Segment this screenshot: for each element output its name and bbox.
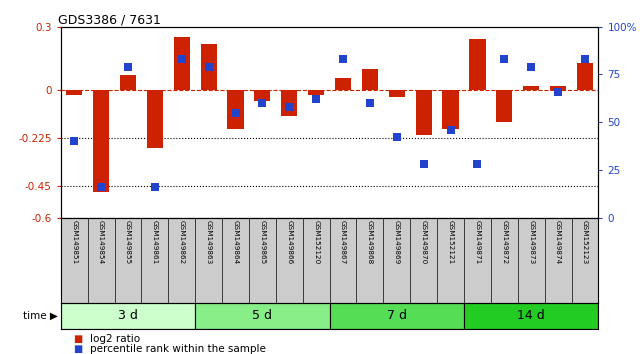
Bar xyxy=(254,90,271,101)
Text: 3 d: 3 d xyxy=(118,309,138,322)
Point xyxy=(580,56,590,62)
Bar xyxy=(335,78,351,90)
Text: GSM149865: GSM149865 xyxy=(259,220,266,264)
Point xyxy=(123,64,133,69)
Text: GSM149854: GSM149854 xyxy=(98,220,104,264)
Bar xyxy=(577,63,593,90)
Text: GSM149871: GSM149871 xyxy=(474,220,481,264)
Text: percentile rank within the sample: percentile rank within the sample xyxy=(90,344,266,354)
Text: GDS3386 / 7631: GDS3386 / 7631 xyxy=(58,13,161,27)
Text: GSM149851: GSM149851 xyxy=(71,220,77,264)
Text: GSM149869: GSM149869 xyxy=(394,220,400,264)
Bar xyxy=(469,39,486,90)
Text: 14 d: 14 d xyxy=(517,309,545,322)
Point xyxy=(150,184,160,190)
Text: GSM149866: GSM149866 xyxy=(286,220,292,264)
Bar xyxy=(362,69,378,90)
Bar xyxy=(147,90,163,148)
Bar xyxy=(200,44,217,90)
Point xyxy=(311,96,321,102)
Point xyxy=(257,100,268,106)
Point xyxy=(177,56,187,62)
Bar xyxy=(442,90,459,129)
Point xyxy=(338,56,348,62)
Bar xyxy=(227,90,244,129)
Point xyxy=(284,104,294,110)
Text: ■: ■ xyxy=(74,344,83,354)
Bar xyxy=(496,90,513,122)
Text: GSM149862: GSM149862 xyxy=(179,220,185,264)
Text: GSM152121: GSM152121 xyxy=(447,220,454,264)
Point xyxy=(553,89,563,95)
Bar xyxy=(173,37,190,90)
Text: 7 d: 7 d xyxy=(387,309,407,322)
Text: GSM149867: GSM149867 xyxy=(340,220,346,264)
Point xyxy=(230,110,241,115)
Bar xyxy=(195,303,330,329)
Text: 5 d: 5 d xyxy=(252,309,273,322)
Text: GSM149872: GSM149872 xyxy=(501,220,508,264)
Point xyxy=(96,184,106,190)
Text: GSM149855: GSM149855 xyxy=(125,220,131,264)
Bar xyxy=(415,90,432,135)
Text: GSM149868: GSM149868 xyxy=(367,220,373,264)
Bar xyxy=(120,75,136,90)
Bar xyxy=(330,303,464,329)
Bar xyxy=(66,90,83,95)
Point xyxy=(204,64,214,69)
Point xyxy=(499,56,509,62)
Text: log2 ratio: log2 ratio xyxy=(90,334,140,344)
Text: GSM149874: GSM149874 xyxy=(555,220,561,264)
Text: GSM149873: GSM149873 xyxy=(528,220,534,264)
Bar xyxy=(61,303,195,329)
Text: GSM149863: GSM149863 xyxy=(205,220,212,264)
Point xyxy=(365,100,375,106)
Point xyxy=(472,161,483,167)
Text: time ▶: time ▶ xyxy=(23,311,58,321)
Bar xyxy=(308,90,324,95)
Bar xyxy=(523,86,540,90)
Bar xyxy=(388,90,405,97)
Text: GSM152120: GSM152120 xyxy=(313,220,319,264)
Point xyxy=(419,161,429,167)
Text: GSM149861: GSM149861 xyxy=(152,220,158,264)
Point xyxy=(69,138,79,144)
Text: GSM149864: GSM149864 xyxy=(232,220,239,264)
Bar xyxy=(464,303,598,329)
Text: GSM149870: GSM149870 xyxy=(420,220,427,264)
Text: GSM152123: GSM152123 xyxy=(582,220,588,264)
Bar xyxy=(281,90,298,116)
Text: ■: ■ xyxy=(74,334,83,344)
Point xyxy=(445,127,456,133)
Point xyxy=(526,64,536,69)
Point xyxy=(392,135,402,140)
Bar xyxy=(550,86,566,90)
Bar xyxy=(93,90,109,192)
